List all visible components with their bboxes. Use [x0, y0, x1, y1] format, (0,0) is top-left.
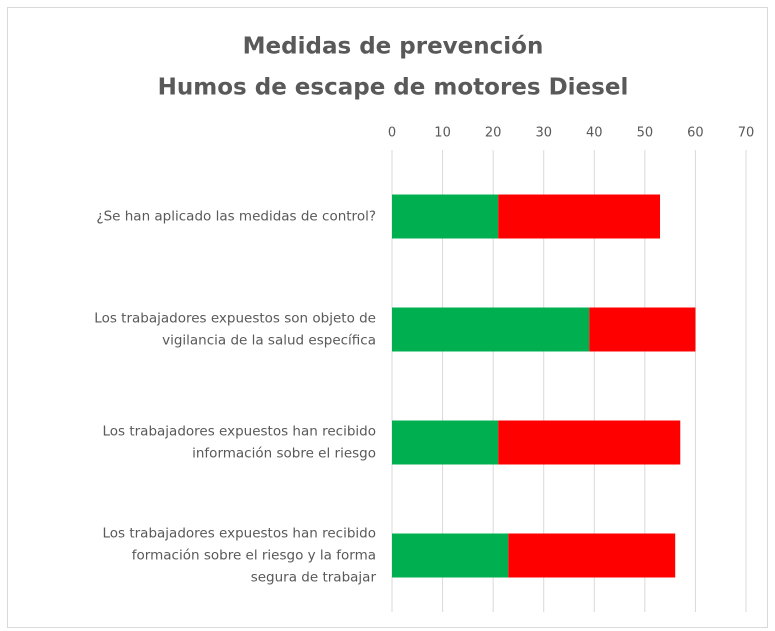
- y-tick-label: segura de trabajar: [251, 570, 377, 586]
- x-tick-label: 60: [687, 126, 704, 141]
- bar-segment: [392, 420, 499, 465]
- bar-segment: [392, 533, 509, 578]
- x-tick-label: 70: [738, 126, 755, 141]
- y-tick-label: ¿Se han aplicado las medidas de control?: [96, 209, 376, 225]
- y-tick-label: información sobre el riesgo: [192, 446, 376, 462]
- bar-segment: [508, 533, 676, 578]
- x-tick-label: 10: [434, 126, 451, 141]
- bar-segment: [589, 307, 696, 352]
- bar-segment: [392, 194, 499, 239]
- chart-title: Humos de escape de motores Diesel: [158, 75, 629, 101]
- x-tick-label: 40: [586, 126, 603, 141]
- y-tick-label: Los trabajadores expuestos han recibido: [102, 526, 376, 542]
- x-tick-label: 20: [485, 126, 502, 141]
- x-tick-label: 30: [535, 126, 552, 141]
- bar-segment: [498, 420, 681, 465]
- y-tick-label: Los trabajadores expuestos han recibido: [102, 424, 376, 440]
- chart-title: Medidas de prevención: [243, 34, 544, 60]
- bar-segment: [498, 194, 661, 239]
- x-tick-label: 0: [388, 126, 396, 141]
- y-tick-label: formación sobre el riesgo y la forma: [132, 548, 376, 564]
- bar-segment: [392, 307, 590, 352]
- y-tick-label: vigilancia de la salud específica: [162, 333, 376, 349]
- x-tick-label: 50: [637, 126, 654, 141]
- y-tick-label: Los trabajadores expuestos son objeto de: [94, 311, 376, 327]
